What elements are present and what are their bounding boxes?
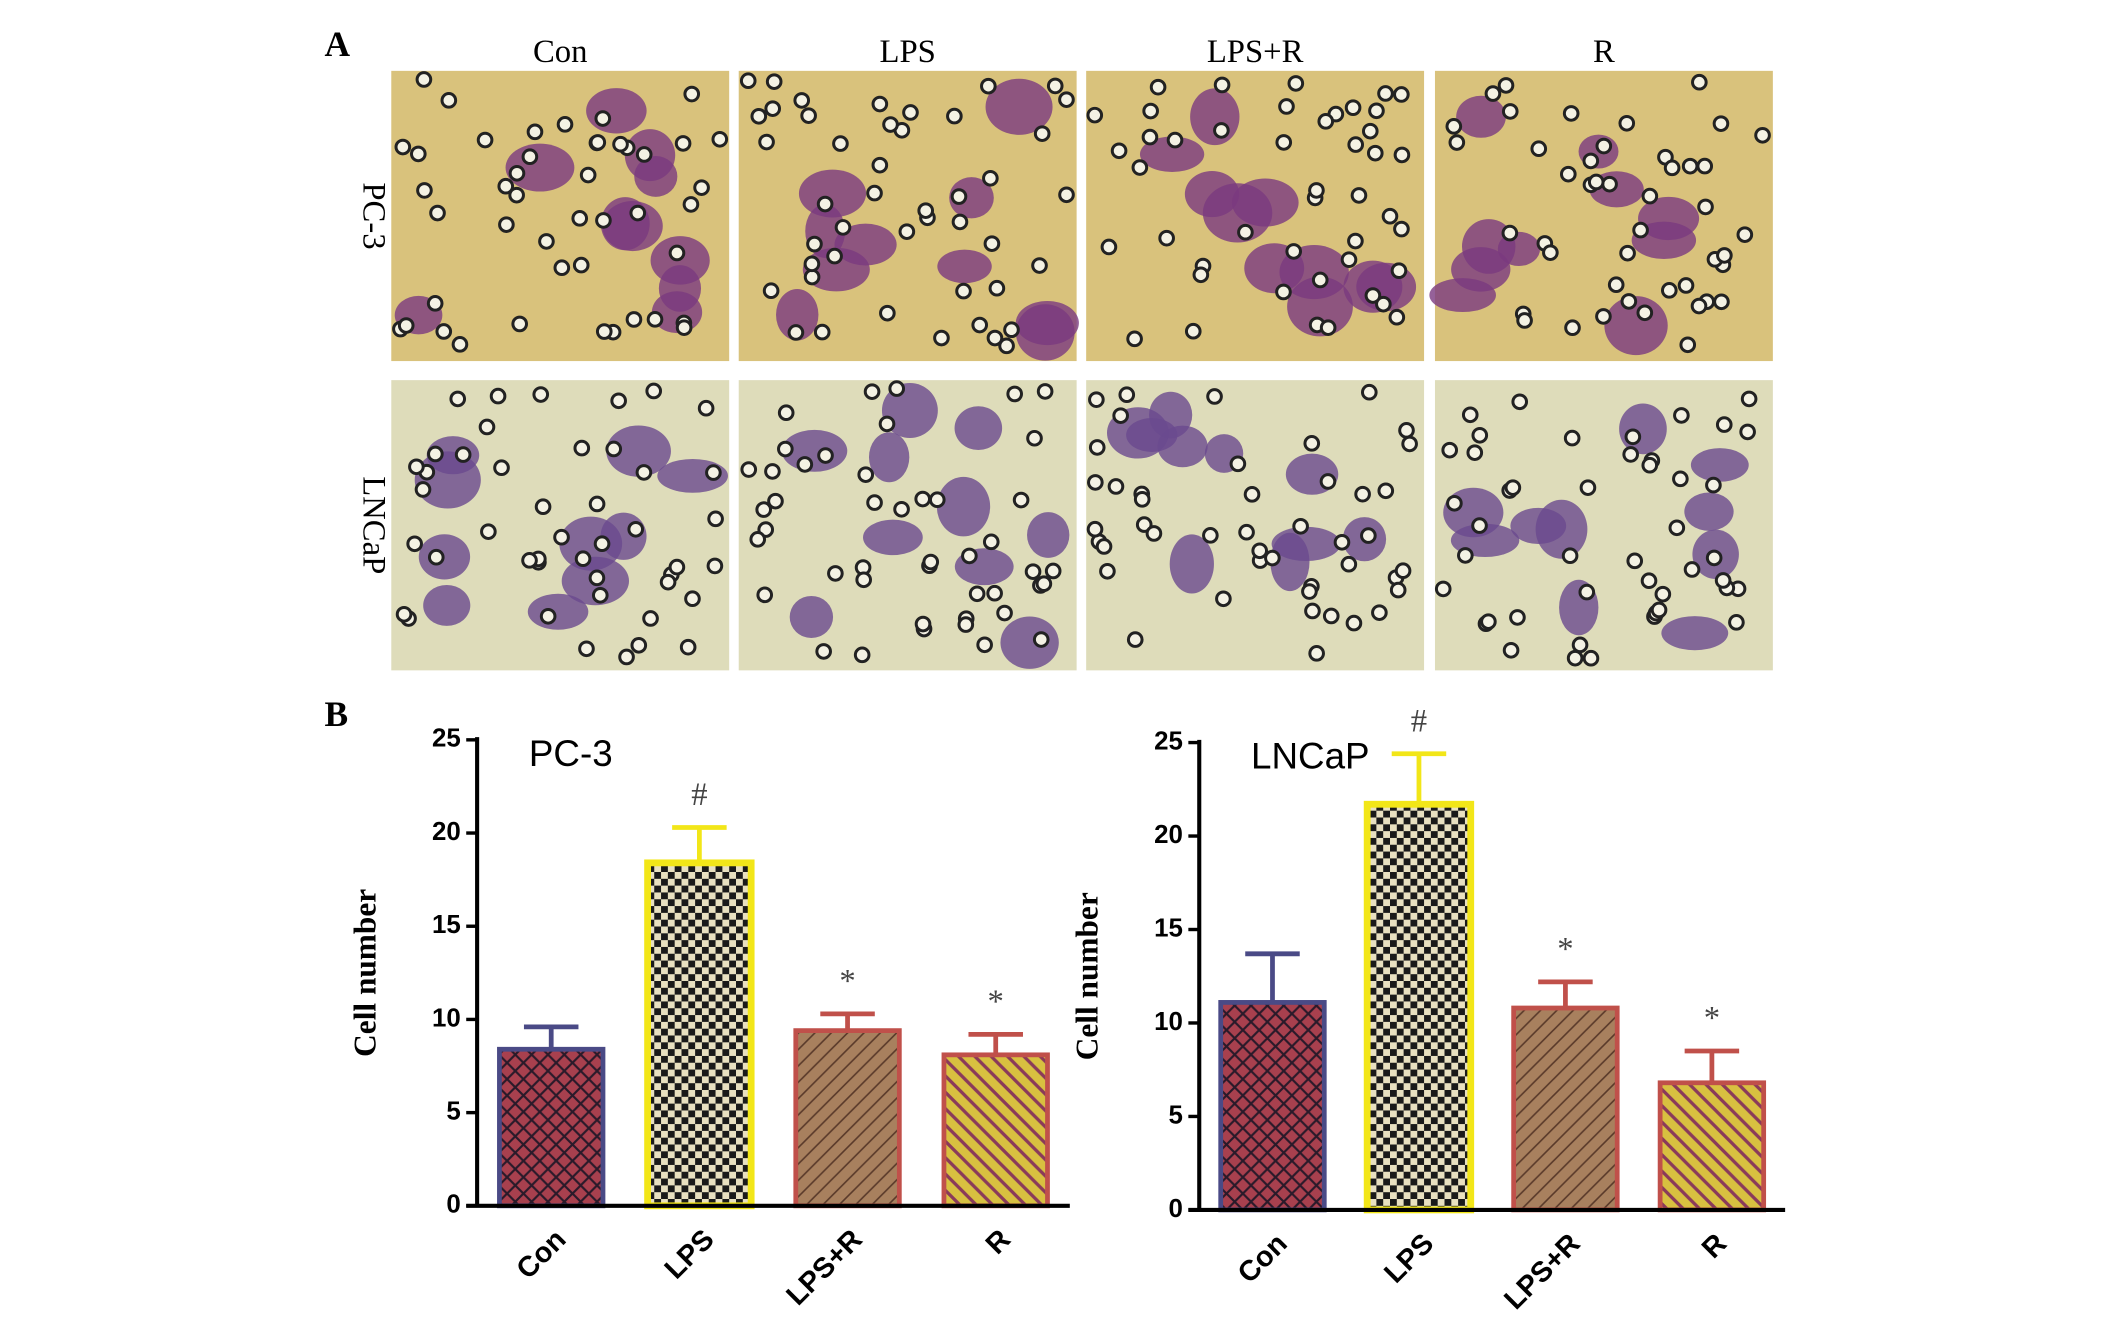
significance-marker: # [1411, 703, 1427, 739]
y-tick-label: 5 [1169, 1101, 1183, 1129]
column-label: LPS [880, 34, 936, 70]
bar [1218, 1000, 1327, 1213]
micrograph [1429, 70, 1773, 362]
x-tick-label: R [980, 1223, 1017, 1260]
x-tick-label: LPS [1378, 1228, 1440, 1290]
y-tick-label: 5 [446, 1097, 460, 1125]
x-tick-label: Con [510, 1223, 572, 1285]
significance-marker: * [988, 984, 1004, 1020]
y-tick-label: 15 [432, 911, 461, 939]
chart-title: PC-3 [529, 733, 613, 774]
column-label: R [1593, 34, 1615, 70]
micrograph [1086, 380, 1425, 671]
significance-marker: * [839, 963, 855, 999]
y-tick-label: 0 [446, 1191, 460, 1219]
significance-marker: * [1704, 1001, 1720, 1037]
x-tick-label: Con [1232, 1228, 1294, 1290]
significance-marker: # [691, 777, 707, 813]
panel-label: B [325, 694, 349, 734]
bar [793, 1028, 902, 1209]
y-axis-label: Cell number [347, 889, 382, 1057]
y-tick-label: 20 [1154, 821, 1183, 849]
bar [1511, 1005, 1620, 1213]
x-tick-label: LPS [659, 1223, 721, 1285]
micrograph [738, 380, 1077, 671]
bar [1657, 1080, 1767, 1213]
column-label: Con [533, 34, 588, 70]
micrograph [1086, 70, 1425, 362]
chart-title: LNCaP [1251, 736, 1370, 777]
x-tick-label: LPS+R [780, 1223, 869, 1312]
bar [1363, 800, 1475, 1214]
significance-marker: * [1557, 931, 1573, 967]
row-label: PC-3 [355, 182, 391, 249]
x-tick-label: R [1696, 1227, 1733, 1264]
y-tick-label: 0 [1169, 1195, 1183, 1223]
column-label: LPS+R [1207, 34, 1304, 70]
x-tick-label: LPS+R [1498, 1227, 1587, 1316]
micrograph [1434, 380, 1773, 671]
bar [497, 1046, 606, 1209]
y-tick-label: 10 [432, 1004, 461, 1032]
y-tick-label: 10 [1154, 1008, 1183, 1036]
y-tick-label: 25 [432, 725, 461, 753]
micrograph [391, 380, 730, 671]
micrograph [738, 70, 1079, 362]
y-tick-label: 20 [432, 818, 461, 846]
bar [941, 1052, 1050, 1209]
y-tick-label: 15 [1154, 914, 1183, 942]
bar [644, 859, 755, 1210]
row-label: LNCaP [355, 476, 391, 574]
y-tick-label: 25 [1154, 727, 1183, 755]
y-axis-label: Cell number [1069, 892, 1104, 1060]
micrograph [391, 70, 730, 362]
panel-label: A [325, 24, 351, 64]
